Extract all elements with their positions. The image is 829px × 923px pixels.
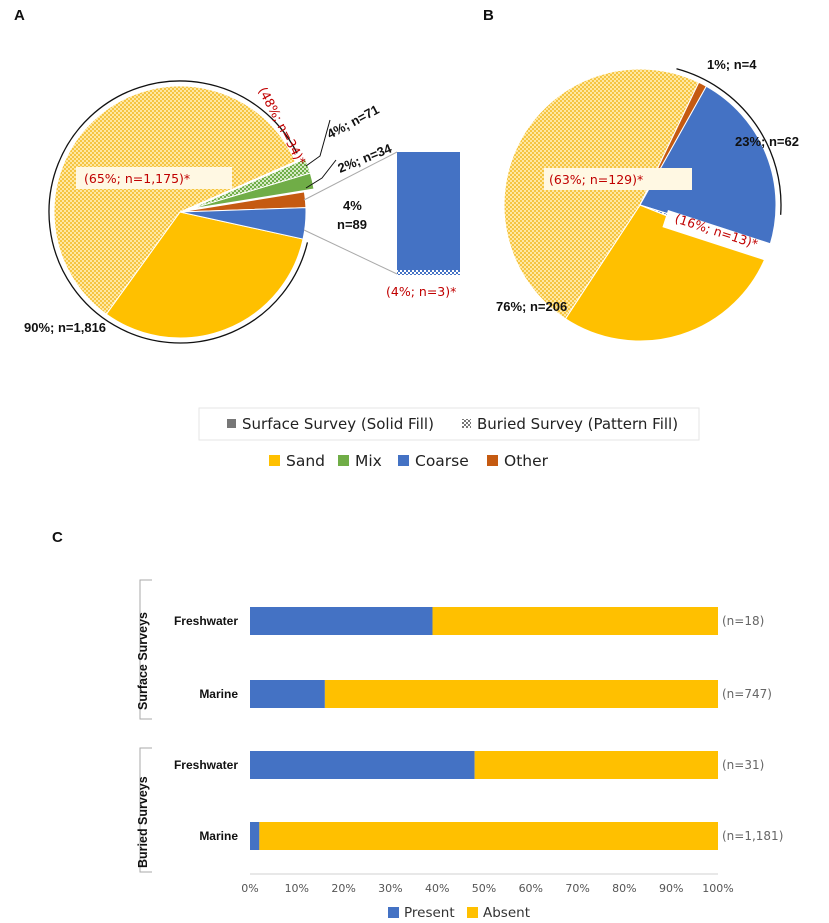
- x-tick-1: 10%: [285, 882, 309, 895]
- pie-b-label-coarse: 23%; n=62: [735, 134, 799, 149]
- survey-legend-box: [198, 407, 700, 441]
- material-legend: Sand Mix Coarse Other: [269, 452, 549, 470]
- legend-other-swatch: [487, 455, 498, 466]
- stacked-bar-chart-c: Surface Surveys Buried Surveys Freshwate…: [136, 579, 783, 921]
- category-label-0: Freshwater: [174, 614, 238, 628]
- bar-present-3: [250, 822, 260, 850]
- legend-mix-swatch: [338, 455, 349, 466]
- pie-a-label-sand: 90%; n=1,816: [24, 320, 106, 335]
- pie-chart-b: 1%; n=4 23%; n=62 (63%; n=129)* (16%; n=…: [496, 57, 799, 342]
- legend-present-label: Present: [404, 905, 455, 921]
- category-label-1: Marine: [199, 687, 238, 701]
- bar-absent-3: [259, 822, 718, 850]
- survey-legend-solid-label: Surface Survey (Solid Fill): [242, 415, 434, 433]
- pie-a-label-sand-buried: (65%; n=1,175)*: [84, 171, 190, 186]
- pie-b-slice-coarse: [639, 85, 777, 247]
- bar-present-1: [250, 680, 325, 708]
- x-tick-5: 50%: [472, 882, 496, 895]
- group-label-surface-surveys: Surface Surveys: [136, 612, 150, 710]
- bar-absent-2: [474, 751, 718, 779]
- bracket-surface-surveys: [139, 579, 152, 720]
- x-tick-6: 60%: [519, 882, 543, 895]
- pie-b-label-sand-buried-bg: [544, 168, 692, 190]
- pie-a-slice-coarse: [179, 207, 307, 240]
- pie-chart-a: 90%; n=1,816 (65%; n=1,175)* (48%; n=34)…: [24, 80, 460, 344]
- pie-a-label-mix: 4%; n=71: [324, 102, 381, 142]
- n-label-1: (n=747): [722, 687, 772, 701]
- x-tick-0: 0%: [241, 882, 258, 895]
- panel-a-letter: A: [14, 7, 25, 24]
- pie-a-slice-sand: [105, 211, 304, 339]
- bar-legend: Present Absent: [388, 905, 530, 921]
- x-tick-10: 100%: [702, 882, 733, 895]
- legend-coarse-label: Coarse: [415, 452, 469, 470]
- survey-legend-solid-swatch: [227, 419, 236, 428]
- legend-sand-label: Sand: [286, 452, 325, 470]
- bar-absent-0: [432, 607, 718, 635]
- pie-b-label-other: 1%; n=4: [707, 57, 757, 72]
- x-tick-labels: 0% 10% 20% 30% 40% 50% 60% 70% 80% 90% 100%: [241, 882, 733, 895]
- pie-a-connector-top: [303, 151, 398, 201]
- category-label-2: Freshwater: [174, 758, 238, 772]
- legend-other-label: Other: [504, 452, 549, 470]
- group-label-buried-surveys: Buried Surveys: [136, 776, 150, 868]
- pie-a-label-coarse-buried: (4%; n=3)*: [386, 284, 456, 299]
- category-label-3: Marine: [199, 829, 238, 843]
- pie-a-slice-mix-buried: [189, 158, 311, 210]
- bracket-buried-surveys: [139, 747, 152, 873]
- bar-marks: Freshwater (n=18) Marine (n=747) Freshwater (…: [174, 607, 783, 850]
- pie-a-label-sand-buried-bg: [76, 167, 232, 189]
- pie-a-label-coarse-line2: n=89: [337, 217, 367, 232]
- x-tick-7: 70%: [565, 882, 589, 895]
- legend-present-swatch: [388, 907, 399, 918]
- pie-a-leader-other: [305, 159, 337, 189]
- pie-a-group-arc: [48, 80, 309, 344]
- pie-b-slice-sand-buried: [503, 68, 700, 320]
- panel-c-letter: C: [52, 529, 63, 546]
- bar-present-2: [250, 751, 475, 779]
- bar-present-0: [250, 607, 433, 635]
- legend-coarse-swatch: [398, 455, 409, 466]
- legend-absent-swatch: [467, 907, 478, 918]
- legend-absent-label: Absent: [483, 905, 530, 921]
- n-label-2: (n=31): [722, 758, 764, 772]
- pie-b-label-sand: 76%; n=206: [496, 299, 567, 314]
- bar-absent-1: [324, 680, 718, 708]
- x-tick-8: 80%: [612, 882, 636, 895]
- panel-b-letter: B: [483, 7, 494, 24]
- pie-b-label-sand-buried: (63%; n=129)*: [549, 172, 643, 187]
- pie-a-leader-mix: [305, 119, 331, 167]
- legend-mix-label: Mix: [355, 452, 382, 470]
- pie-a-slice-sand-buried: [53, 85, 297, 315]
- x-tick-2: 20%: [331, 882, 355, 895]
- survey-legend: Surface Survey (Solid Fill) Buried Surve…: [198, 407, 700, 441]
- pie-a-coarse-bar-buried: [397, 270, 460, 275]
- pie-a-coarse-bar: [397, 152, 460, 270]
- survey-legend-pattern-label: Buried Survey (Pattern Fill): [477, 415, 678, 433]
- survey-legend-pattern-swatch: [462, 419, 471, 428]
- x-tick-3: 30%: [378, 882, 402, 895]
- n-label-3: (n=1,181): [722, 829, 783, 843]
- pie-b-group-arc: [676, 68, 782, 215]
- pie-a-connector-bottom: [303, 229, 398, 275]
- n-label-0: (n=18): [722, 614, 764, 628]
- legend-sand-swatch: [269, 455, 280, 466]
- x-tick-9: 90%: [659, 882, 683, 895]
- pie-b-label-coarse-buried-bg: [662, 210, 773, 262]
- pie-a-label-coarse-line1: 4%: [343, 198, 362, 213]
- x-tick-4: 40%: [425, 882, 449, 895]
